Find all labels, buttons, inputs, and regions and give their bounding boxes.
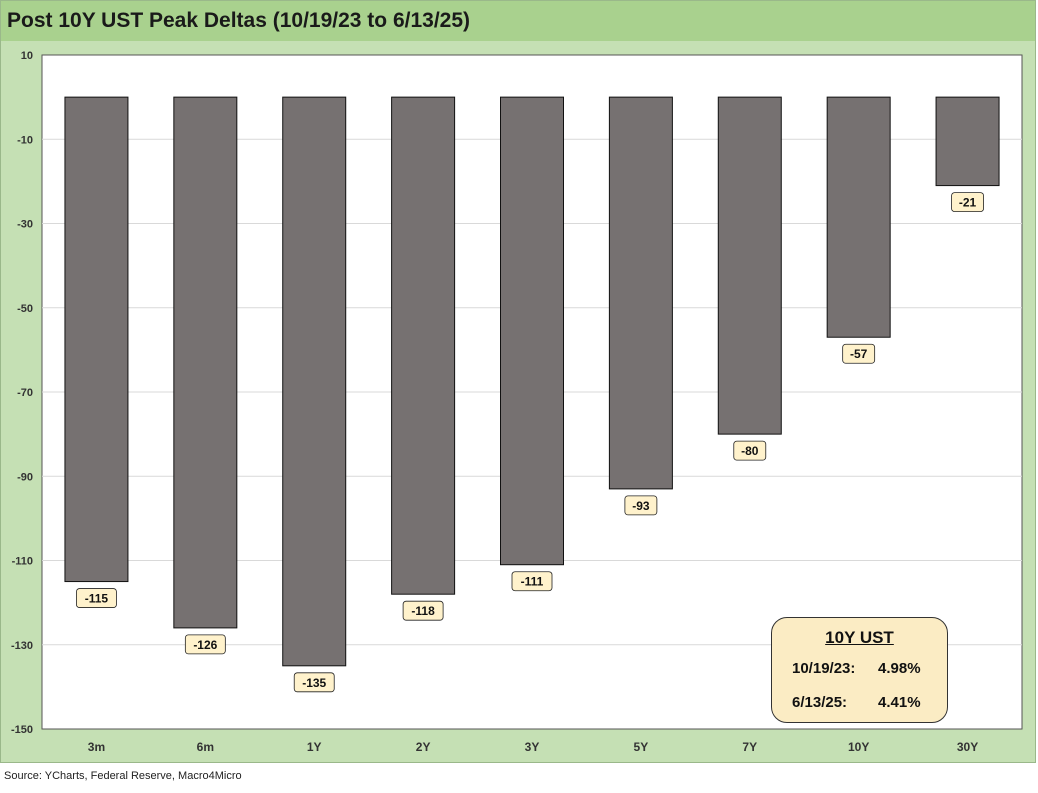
bar bbox=[173, 96, 238, 629]
x-tick-label: 2Y bbox=[416, 740, 431, 754]
chart-title: Post 10Y UST Peak Deltas (10/19/23 to 6/… bbox=[7, 9, 471, 32]
x-tick-label: 3Y bbox=[525, 740, 540, 754]
data-label-box bbox=[184, 634, 226, 655]
data-label-box bbox=[733, 440, 767, 461]
data-label-box bbox=[951, 192, 984, 212]
bar bbox=[935, 96, 1000, 187]
bar bbox=[826, 96, 891, 338]
data-label: -126 bbox=[193, 638, 217, 652]
y-tick-label: -90 bbox=[17, 471, 33, 483]
x-tick-label: 7Y bbox=[742, 740, 757, 754]
x-axis-ticks: 3m 6m 1Y 2Y 3Y 5Y 7Y 10Y 30Y bbox=[88, 740, 978, 754]
x-tick-label: 6m bbox=[197, 740, 214, 754]
data-label-box bbox=[624, 495, 658, 516]
data-label: -135 bbox=[302, 676, 326, 690]
data-label-box bbox=[76, 588, 117, 608]
y-tick-label: -30 bbox=[17, 219, 33, 231]
data-label: -80 bbox=[741, 444, 759, 458]
info-row: 6/13/25: 4.41% bbox=[792, 694, 921, 711]
source-note: Source: YCharts, Federal Reserve, Macro4… bbox=[4, 770, 242, 782]
y-tick-label: -70 bbox=[17, 387, 33, 399]
data-label: -21 bbox=[959, 196, 977, 210]
y-tick-label: -130 bbox=[11, 640, 33, 652]
title-bar: Post 10Y UST Peak Deltas (10/19/23 to 6/… bbox=[1, 1, 1035, 41]
info-date: 10/19/23: bbox=[792, 660, 856, 677]
y-tick-label: -50 bbox=[17, 303, 33, 315]
info-box-title: 10Y UST bbox=[825, 628, 894, 647]
data-label: -93 bbox=[632, 499, 650, 513]
bar bbox=[500, 96, 564, 566]
y-axis-ticks: 10 -10 -30 -50 -70 -90 -110 -130 -150 bbox=[11, 50, 33, 736]
bar bbox=[391, 96, 456, 595]
info-date: 6/13/25: bbox=[792, 694, 848, 711]
x-tick-label: 3m bbox=[88, 740, 105, 754]
y-tick-label: -110 bbox=[12, 556, 33, 568]
x-tick-label: 10Y bbox=[848, 740, 869, 754]
data-label: -111 bbox=[521, 575, 544, 589]
y-tick-label: 10 bbox=[21, 50, 33, 62]
bar bbox=[64, 96, 129, 583]
info-value: 4.41% bbox=[878, 694, 921, 711]
info-box-10y-ust: 10Y UST 10/19/23: 4.98% 6/13/25: 4.41% bbox=[771, 617, 948, 723]
info-value: 4.98% bbox=[878, 660, 921, 677]
data-label: -115 bbox=[85, 592, 109, 606]
data-label: -118 bbox=[411, 604, 435, 618]
x-tick-label: 30Y bbox=[957, 740, 978, 754]
y-tick-label: -150 bbox=[11, 724, 33, 736]
data-label-box bbox=[511, 571, 553, 592]
x-tick-label: 1Y bbox=[307, 740, 322, 754]
x-tick-label: 5Y bbox=[634, 740, 649, 754]
bars bbox=[64, 96, 1000, 667]
data-label-box bbox=[293, 672, 335, 693]
data-label: -57 bbox=[850, 347, 868, 361]
data-labels: -115 -126 -135 -118 -111 -93 -80 -57 -21 bbox=[76, 192, 984, 693]
info-row: 10/19/23: 4.98% bbox=[792, 660, 921, 677]
bar bbox=[282, 96, 347, 667]
data-label-box bbox=[402, 600, 444, 621]
y-tick-label: -10 bbox=[17, 134, 33, 146]
bar bbox=[717, 96, 782, 435]
data-label-box bbox=[842, 343, 876, 364]
bar bbox=[608, 96, 673, 490]
